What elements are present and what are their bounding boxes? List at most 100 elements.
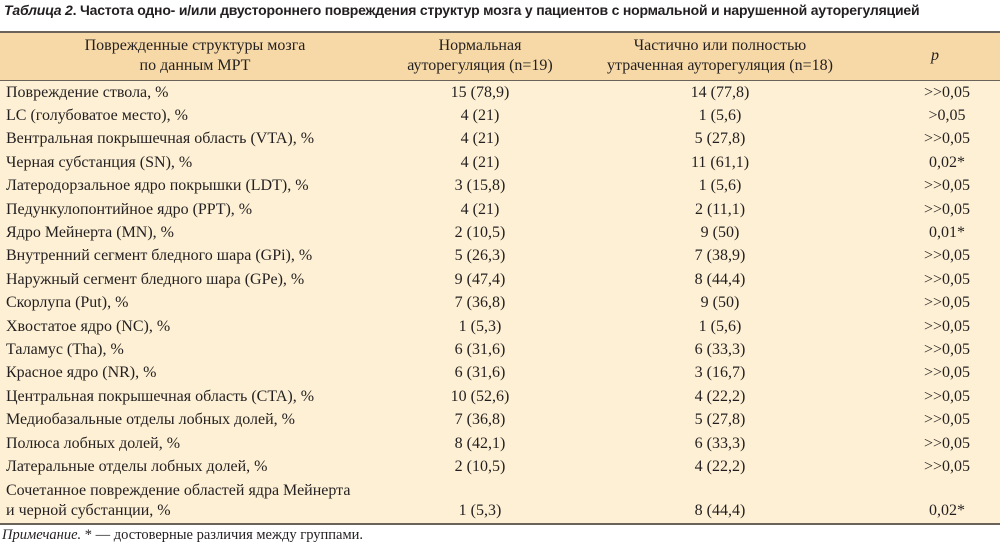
structure-cell: Наружный сегмент бледного шара (GPe), % (6, 270, 305, 288)
table-row: Вентральная покрышечная область (VTA), %… (0, 128, 1000, 151)
normal-cell: 7 (36,8) (454, 294, 506, 312)
header-structure: Поврежденные структуры мозга по данным МР… (0, 31, 390, 81)
normal-cell: 6 (31,6) (454, 340, 506, 358)
p-value-cell: >>0,05 (923, 387, 971, 405)
impaired-cell: 3 (16,7) (694, 364, 746, 382)
normal-cell: 4 (21) (460, 130, 500, 148)
p-value-cell: 0,02* (929, 153, 965, 171)
p-value-cell: >>0,05 (923, 317, 971, 335)
table-row: Полюса лобных долей, % 8 (42,1) 6 (33,3) >>… (0, 432, 1000, 455)
table-row: LC (голубоватое место), % 4 (21) 1 (5,6) >0… (0, 104, 1000, 127)
table-row: Педункулопонтийное ядро (PPT), % 4 (21) 2 … (0, 198, 1000, 221)
table-row: Латеродорзальное ядро покрышки (LDT), % 3… (0, 175, 1000, 198)
impaired-cell: 9 (50) (700, 224, 740, 242)
impaired-cell: 4 (22,2) (694, 387, 746, 405)
p-value-cell: >>0,05 (923, 364, 971, 382)
table-row: Хвостатое ядро (NC), % 1 (5,3) 1 (5,6) >>0,… (0, 315, 1000, 338)
header-p: p (870, 31, 1000, 81)
structure-cell: Повреждение ствола, % (6, 83, 169, 101)
structure-cell: Ядро Мейнерта (MN), % (6, 224, 174, 242)
table-note: Примечание. * — достоверные различия меж… (2, 527, 363, 544)
normal-cell: 7 (36,8) (454, 411, 506, 429)
normal-cell: 9 (47,4) (454, 270, 506, 288)
structure-cell: Латеральные отделы лобных долей, % (6, 457, 268, 475)
p-value-cell: >>0,05 (923, 247, 971, 265)
impaired-cell: 5 (27,8) (694, 130, 746, 148)
data-table: Поврежденные структуры мозга по данным МР… (0, 31, 1000, 525)
table-row: Повреждение ствола, % 15 (78,9) 14 (77,8) >… (0, 81, 1000, 105)
p-value-cell: >>0,05 (923, 130, 971, 148)
impaired-cell: 2 (11,1) (694, 200, 746, 218)
p-value-cell: 0,01* (929, 224, 965, 242)
normal-cell: 1 (5,3) (458, 317, 502, 335)
impaired-cell: 11 (61,1) (690, 153, 750, 171)
table-row: Наружный сегмент бледного шара (GPe), % 9… (0, 268, 1000, 291)
normal-cell: 2 (10,5) (454, 224, 506, 242)
structure-cell: Полюса лобных долей, % (6, 434, 181, 452)
table-row: Красное ядро (NR), % 6 (31,6) 3 (16,7) >>0,… (0, 362, 1000, 385)
structure-cell: Скорлупа (Put), % (6, 294, 129, 312)
normal-cell: 5 (26,3) (454, 247, 506, 265)
impaired-cell: 8 (44,4) (570, 478, 870, 525)
structure-cell: Вентральная покрышечная область (VTA), % (6, 130, 315, 148)
normal-cell: 4 (21) (460, 200, 500, 218)
table-row: Латеральные отделы лобных долей, % 2 (10,… (0, 455, 1000, 478)
note-text: * — достоверные различия между группами. (81, 527, 364, 543)
table-row: Центральная покрышечная область (CTA), %… (0, 385, 1000, 408)
impaired-cell: 9 (50) (700, 294, 740, 312)
impaired-cell: 1 (5,6) (698, 317, 742, 335)
impaired-cell: 5 (27,8) (694, 411, 746, 429)
impaired-cell: 14 (77,8) (690, 83, 750, 101)
header-impaired: Частично или полностью утраченная ауторег… (570, 31, 870, 81)
structure-cell: Черная субстанция (SN), % (6, 153, 193, 171)
table-row: Черная субстанция (SN), % 4 (21) 11 (61,1)… (0, 151, 1000, 174)
normal-cell: 3 (15,8) (454, 177, 506, 195)
structure-cell: Медиобазальные отделы лобных долей, % (6, 411, 295, 429)
impaired-cell: 1 (5,6) (698, 107, 742, 125)
p-value-cell: >>0,05 (923, 294, 971, 312)
caption-text: . Частота одно- и/или двустороннего повр… (72, 2, 920, 18)
normal-cell: 15 (78,9) (450, 83, 510, 101)
normal-cell: 8 (42,1) (454, 434, 506, 452)
p-value-cell: >>0,05 (923, 457, 971, 475)
table-row: Таламус (Tha), % 6 (31,6) 6 (33,3) >>0,05 (0, 338, 1000, 361)
table-row: Внутренний сегмент бледного шара (GPi), … (0, 245, 1000, 268)
normal-cell: 4 (21) (460, 107, 500, 125)
p-value-cell: >>0,05 (923, 411, 971, 429)
impaired-cell: 1 (5,6) (698, 177, 742, 195)
note-label: Примечание. (2, 527, 82, 543)
p-value-cell: >>0,05 (923, 340, 971, 358)
structure-cell: Сочетанное повреждение областей ядра Мей… (0, 478, 390, 525)
caption-label: Таблица 2 (4, 2, 73, 18)
impaired-cell: 7 (38,9) (694, 247, 746, 265)
normal-cell: 6 (31,6) (454, 364, 506, 382)
table-row: Ядро Мейнерта (MN), % 2 (10,5) 9 (50) 0,01* (0, 221, 1000, 244)
header-normal: Нормальная ауторегуляция (n=19) (390, 31, 570, 81)
table-row: Сочетанное повреждение областей ядра Мей… (0, 478, 1000, 525)
structure-cell: LC (голубоватое место), % (6, 107, 188, 125)
normal-cell: 1 (5,3) (390, 478, 570, 525)
p-value-cell: >>0,05 (923, 434, 971, 452)
header-row: Поврежденные структуры мозга по данным МР… (0, 31, 1000, 81)
table-row: Медиобазальные отделы лобных долей, % 7 (… (0, 408, 1000, 431)
impaired-cell: 4 (22,2) (694, 457, 746, 475)
normal-cell: 10 (52,6) (450, 387, 510, 405)
structure-cell: Красное ядро (NR), % (6, 364, 157, 382)
structure-cell: Внутренний сегмент бледного шара (GPi), … (6, 247, 313, 265)
p-value-cell: >>0,05 (923, 83, 971, 101)
table-row: Скорлупа (Put), % 7 (36,8) 9 (50) >>0,05 (0, 292, 1000, 315)
structure-cell: Педункулопонтийное ядро (PPT), % (6, 200, 253, 218)
p-value-cell: >>0,05 (923, 270, 971, 288)
structure-cell: Центральная покрышечная область (CTA), % (6, 387, 315, 405)
table-caption: Таблица 2. Частота одно- и/или двусторон… (4, 1, 998, 19)
normal-cell: 4 (21) (460, 153, 500, 171)
p-value-cell: >>0,05 (923, 177, 971, 195)
p-value-cell: >>0,05 (923, 200, 971, 218)
impaired-cell: 8 (44,4) (694, 270, 746, 288)
normal-cell: 2 (10,5) (454, 457, 506, 475)
impaired-cell: 6 (33,3) (694, 434, 746, 452)
p-value-cell: 0,02* (870, 478, 1000, 525)
impaired-cell: 6 (33,3) (694, 340, 746, 358)
structure-cell: Таламус (Tha), % (6, 340, 124, 358)
structure-cell: Хвостатое ядро (NC), % (6, 317, 171, 335)
